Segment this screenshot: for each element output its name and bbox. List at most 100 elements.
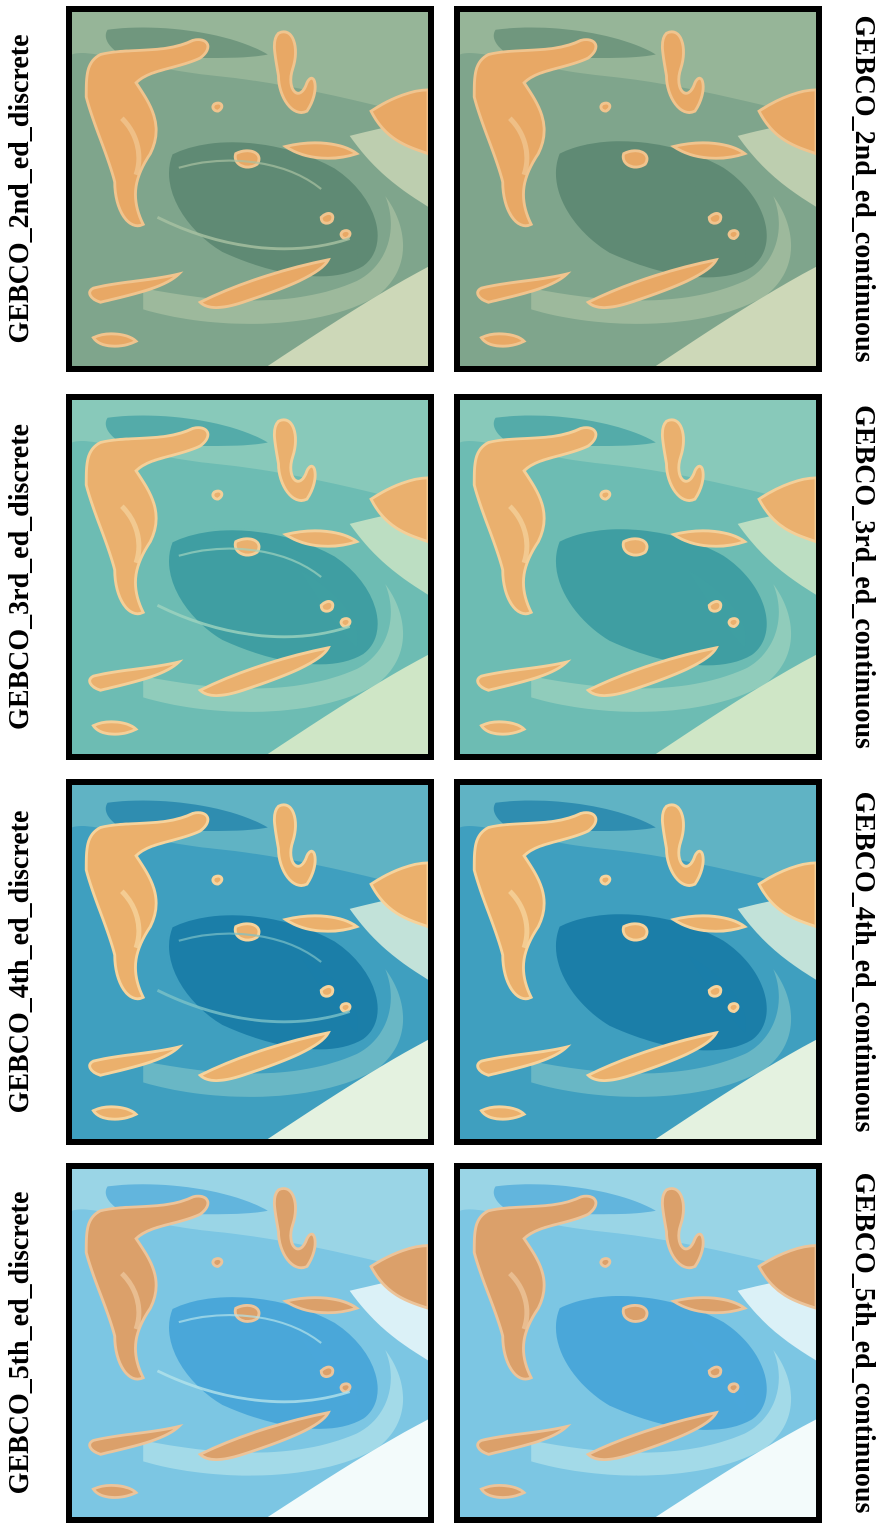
- map-canvas: [460, 400, 816, 754]
- southeast-shelf: [267, 1039, 428, 1139]
- land-new-guinea: [369, 1244, 428, 1310]
- map-2nd-continuous: [454, 6, 822, 372]
- land-small-islands: [599, 101, 740, 240]
- land-highlight: [120, 116, 142, 176]
- land-highlight: [120, 1271, 142, 1330]
- land-new-guinea: [369, 88, 428, 156]
- map-2nd-discrete: [66, 6, 434, 372]
- label-3rd-continuous: GEBCO_3rd_ed_continuous: [849, 405, 880, 749]
- land-halmahera: [272, 30, 317, 114]
- land-halmahera: [660, 1187, 705, 1270]
- land-timor: [585, 1410, 719, 1461]
- map-canvas: [72, 400, 428, 754]
- land-halmahera: [272, 418, 317, 502]
- land-flores: [476, 659, 572, 692]
- map-canvas: [72, 1169, 428, 1517]
- land-timor: [585, 1030, 719, 1083]
- land-sumba: [91, 1483, 139, 1499]
- land-seram: [670, 1296, 748, 1315]
- land-timor: [585, 257, 719, 310]
- deep-basin-banda: [555, 529, 767, 666]
- southeast-shelf: [267, 266, 428, 366]
- land-flores: [476, 271, 572, 304]
- outer-arc-ridge: [143, 584, 404, 712]
- land-timor: [197, 257, 331, 310]
- southeast-shelf: [655, 654, 816, 754]
- map-5th-discrete: [66, 1163, 434, 1523]
- map-canvas: [460, 12, 816, 366]
- land-halmahera: [272, 803, 317, 887]
- land-highlight: [120, 504, 142, 564]
- land-seram: [282, 914, 360, 933]
- southeast-shelf: [267, 1419, 428, 1517]
- land-buru: [621, 922, 649, 942]
- map-4th-discrete: [66, 779, 434, 1145]
- outer-arc-ridge: [531, 969, 792, 1097]
- outer-arc-ridge: [531, 196, 792, 324]
- map-3rd-discrete: [66, 394, 434, 760]
- land-halmahera: [660, 30, 705, 114]
- land-highlight: [508, 889, 530, 949]
- outer-arc-ridge: [143, 969, 404, 1097]
- land-buru: [233, 922, 261, 942]
- label-3rd-discrete: GEBCO_3rd_ed_discrete: [4, 424, 35, 730]
- land-new-guinea: [757, 1244, 816, 1310]
- map-3rd-continuous: [454, 394, 822, 760]
- land-sulawesi: [472, 811, 598, 1001]
- land-buru: [233, 149, 261, 169]
- land-flores: [476, 1423, 572, 1456]
- deep-basin-banda: [555, 914, 767, 1051]
- land-highlight: [508, 1271, 530, 1330]
- label-4th-discrete: GEBCO_4th_ed_discrete: [4, 810, 35, 1114]
- outer-arc-ridge: [143, 1349, 404, 1476]
- land-new-guinea: [369, 476, 428, 544]
- land-buru: [233, 1304, 261, 1323]
- land-sumba: [91, 332, 139, 348]
- land-sumba: [91, 720, 139, 736]
- land-timor: [585, 645, 719, 698]
- land-sulawesi: [472, 1194, 598, 1381]
- label-2nd-continuous: GEBCO_2nd_ed_continuous: [849, 15, 880, 363]
- land-seram: [670, 914, 748, 933]
- outer-arc-ridge: [143, 196, 404, 324]
- land-timor: [197, 645, 331, 698]
- map-canvas: [460, 785, 816, 1139]
- land-highlight: [508, 116, 530, 176]
- land-seram: [282, 529, 360, 548]
- land-sulawesi: [84, 811, 210, 1001]
- map-canvas: [72, 785, 428, 1139]
- land-buru: [621, 1304, 649, 1323]
- land-small-islands: [599, 1257, 740, 1394]
- contour-band: [178, 932, 322, 963]
- land-buru: [621, 537, 649, 557]
- land-seram: [670, 529, 748, 548]
- contour-band: [178, 159, 322, 190]
- land-timor: [197, 1030, 331, 1083]
- land-sulawesi: [84, 1194, 210, 1381]
- land-sulawesi: [472, 426, 598, 616]
- label-5th-continuous: GEBCO_5th_ed_continuous: [849, 1172, 880, 1514]
- land-flores: [88, 271, 184, 304]
- map-canvas: [72, 12, 428, 366]
- land-buru: [621, 149, 649, 169]
- land-flores: [88, 1423, 184, 1456]
- land-sulawesi: [472, 38, 598, 228]
- contour-band: [156, 216, 351, 251]
- southeast-shelf: [655, 266, 816, 366]
- land-halmahera: [660, 803, 705, 887]
- land-timor: [197, 1410, 331, 1461]
- land-new-guinea: [757, 476, 816, 544]
- land-sumba: [479, 720, 527, 736]
- land-sumba: [479, 1483, 527, 1499]
- land-buru: [233, 537, 261, 557]
- southeast-shelf: [655, 1039, 816, 1139]
- southeast-shelf: [655, 1419, 816, 1517]
- contour-band: [178, 1314, 322, 1344]
- land-highlight: [120, 889, 142, 949]
- land-sulawesi: [84, 38, 210, 228]
- land-halmahera: [272, 1187, 317, 1270]
- contour-band: [156, 1369, 351, 1404]
- land-flores: [88, 1044, 184, 1077]
- land-seram: [282, 141, 360, 160]
- label-5th-discrete: GEBCO_5th_ed_discrete: [4, 1191, 35, 1495]
